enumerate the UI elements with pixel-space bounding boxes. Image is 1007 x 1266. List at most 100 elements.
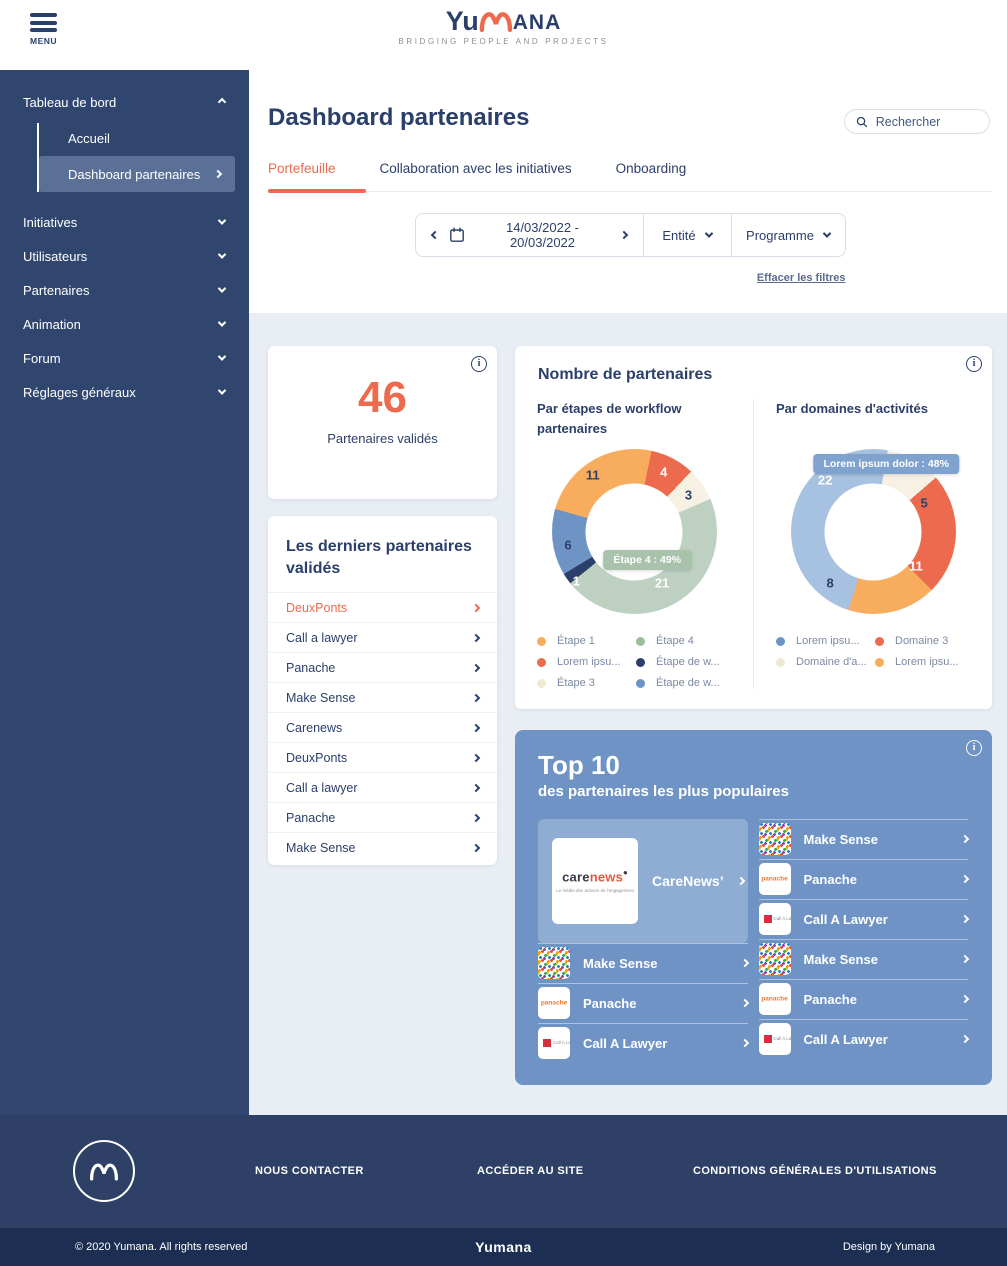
chevron-right-icon [960,914,970,924]
yumana-wordmark: Yu ana [445,6,562,36]
domains-donut-chart: 5 11 8 22 Lorem ipsum dolor : 48% [790,449,959,614]
chevron-right-icon [740,998,749,1008]
donut-value: 1 [572,573,580,589]
sidebar-item-animation[interactable]: Animation [0,308,249,340]
carenews-logo: carenews● Le média des acteurs de l'enga… [552,837,638,924]
workflow-chart-panel: Par étapes de workflow partenaires 4 3 2… [515,399,753,689]
entity-dropdown[interactable]: Entité [642,214,731,256]
donut-tooltip: Étape 4 : 49% [603,549,692,570]
footer-link-site[interactable]: ACCÉDER AU SITE [477,1165,584,1178]
domains-chart-subtitle: Par domaines d'activités [776,401,928,416]
sidebar-item-tableau-de-bord[interactable]: Tableau de bord [0,87,249,117]
list-item[interactable]: Call a lawyer [268,772,497,802]
chevron-right-icon [471,753,481,762]
info-icon[interactable] [471,356,487,372]
chevron-down-icon [217,352,227,361]
list-item[interactable]: Panache [268,802,497,832]
top10-item[interactable]: Panache [538,982,749,1023]
yumana-logo: Yu ana BRIDGING PEOPLE AND PROJECTS [398,6,608,46]
top10-subtitle: des partenaires les plus populaires [538,782,789,800]
sidebar-item-reglages-generaux[interactable]: Réglages généraux [0,376,249,408]
search-input[interactable] [875,114,978,129]
call-a-lawyer-logo [538,1027,570,1060]
featured-partner-label: CareNews’ [652,872,724,889]
legend-item: Domaine d'a... [776,656,871,668]
tab-bar: Portefeuille Collaboration avec les init… [268,161,992,193]
panache-logo [758,983,791,1016]
legend-item: Domaine 3 [875,635,970,647]
sidebar-item-accueil[interactable]: Accueil [68,130,110,146]
partners-count-card: Nombre de partenaires Par étapes de work… [515,346,992,709]
tab-onboarding[interactable]: Onboarding [615,161,687,176]
arches-icon [89,1163,119,1181]
sidebar-item-initiatives[interactable]: Initiatives [0,206,249,238]
menu-button[interactable]: MENU [30,13,58,46]
sidebar-item-partenaires[interactable]: Partenaires [0,274,249,306]
top10-item[interactable]: Call A Lawyer [758,898,970,939]
list-item[interactable]: DeuxPonts [268,742,497,772]
latest-partners-title: Les derniers partenaires validés [286,538,472,577]
arches-icon [479,12,513,33]
list-item[interactable]: Carenews [268,712,497,742]
sidebar-list: Initiatives Utilisateurs Partenaires Ani… [0,206,249,408]
tab-collaboration[interactable]: Collaboration avec les initiatives [379,161,572,176]
chevron-down-icon [217,386,227,395]
footer-bottom-bar: © 2020 Yumana. All rights reserved Yuman… [0,1227,1007,1266]
info-icon[interactable] [966,740,982,756]
chevron-right-icon [471,693,481,702]
sidebar-item-forum[interactable]: Forum [0,342,249,374]
donut-value: 22 [817,472,833,488]
chevron-down-icon [217,318,227,327]
top10-item[interactable]: Call A Lawyer [758,1018,970,1059]
list-item[interactable]: Panache [268,652,497,682]
top10-item[interactable]: Make Sense [758,818,970,859]
chevron-right-icon [471,813,481,822]
legend-dot [636,657,645,667]
list-item[interactable]: Make Sense [268,682,497,712]
featured-partner-tile[interactable]: carenews● Le média des acteurs de l'enga… [538,818,748,943]
top10-item[interactable]: Call A Lawyer [538,1022,749,1063]
sidebar-item-utilisateurs[interactable]: Utilisateurs [0,240,249,272]
hamburger-icon [30,13,58,32]
program-dropdown[interactable]: Programme [730,214,845,256]
top10-title: Top 10 [538,750,620,780]
list-item[interactable]: DeuxPonts [268,592,497,622]
top10-item[interactable]: Panache [758,858,970,899]
chevron-down-icon [217,250,227,259]
top10-item[interactable]: Make Sense [758,938,970,979]
legend-dot [636,636,645,646]
legend-item: Étape 4 [636,635,731,647]
menu-label: MENU [30,35,58,46]
chevron-right-icon [471,633,481,642]
tab-portefeuille[interactable]: Portefeuille [268,161,365,193]
call-a-lawyer-logo [758,903,791,936]
chevron-down-icon [217,284,227,293]
latest-partners-card: Les derniers partenaires validés DeuxPon… [268,516,497,866]
list-item[interactable]: Make Sense [268,832,497,862]
kpi-label: Partenaires validés [327,431,438,446]
workflow-legend: Étape 1 Étape 4 Lorem ipsu... Étape de w… [537,635,731,689]
footer-link-contact[interactable]: NOUS CONTACTER [255,1165,364,1178]
list-item[interactable]: Call a lawyer [268,622,497,652]
legend-dot [537,636,546,646]
top10-item[interactable]: Panache [758,978,970,1019]
donut-value: 11 [909,558,923,574]
chevron-up-icon [217,97,227,107]
sidebar: Tableau de bord Accueil Dashboard parten… [0,70,249,1115]
legend-dot [537,678,546,688]
top10-item[interactable]: Make Sense [538,942,749,983]
legend-dot [537,657,546,667]
kpi-value: 46 [358,373,407,422]
chevron-right-icon [960,874,970,884]
clear-filters-link[interactable]: Effacer les filtres [756,272,846,284]
chevron-right-icon[interactable] [619,230,628,240]
date-range-value[interactable]: 14/03/2022 - 20/03/2022 [505,220,579,250]
clear-filters-wrap: Effacer les filtres [415,257,846,313]
sidebar-item-dashboard-partenaires[interactable]: Dashboard partenaires [39,156,235,192]
donut-value: 21 [654,575,670,591]
panache-logo [538,987,570,1020]
footer-link-conditions[interactable]: CONDITIONS GÉNÉRALES D'UTILISATIONS [693,1165,937,1178]
chevron-left-icon[interactable] [430,230,439,240]
chevron-right-icon [960,1034,970,1044]
info-icon[interactable] [966,356,982,372]
